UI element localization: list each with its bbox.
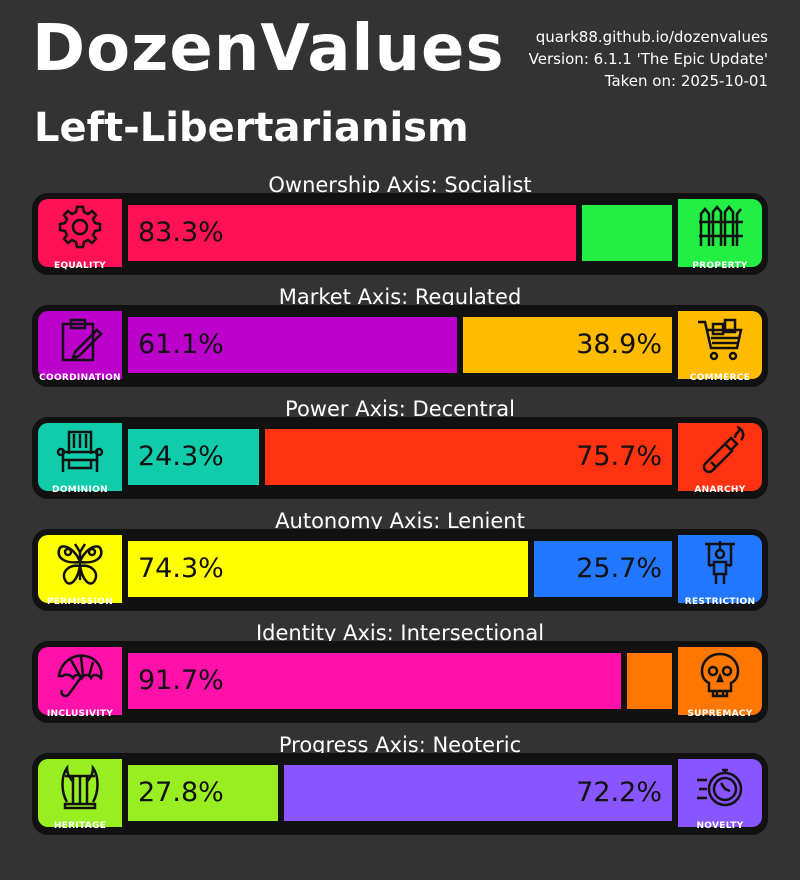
umbrella-icon (38, 647, 122, 715)
bar-right: 72.2% (284, 765, 672, 821)
bar-right (582, 205, 672, 261)
bar-right-value: 72.2% (576, 777, 662, 808)
bar-right-value (662, 217, 672, 248)
bar-left: 83.3% (128, 205, 576, 261)
right-pole-label: SUPREMACY (687, 709, 753, 719)
molotov-icon (678, 423, 762, 491)
axis-row: Ownership Axis: Socialist EQUALITY PROPERT… (0, 168, 800, 280)
axis-row: Market Axis: Regulated COORDINATION COMMER… (0, 280, 800, 392)
bar-track: 91.7% (128, 653, 672, 709)
throne-icon (38, 423, 122, 491)
bar-left: 27.8% (128, 765, 278, 821)
axis-frame: INCLUSIVITY SUPREMACY 91.7% (32, 641, 768, 723)
right-pole-label: COMMERCE (689, 373, 751, 383)
stopwatch-icon (678, 759, 762, 827)
right-pole-label: RESTRICTION (684, 597, 756, 607)
bar-track: 24.3% 75.7% (128, 429, 672, 485)
ideology-result: Left-Libertarianism (34, 105, 469, 151)
bar-left-value: 61.1% (138, 329, 224, 360)
bar-right-value: 25.7% (576, 553, 662, 584)
bar-track: 27.8% 72.2% (128, 765, 672, 821)
bar-left-value: 83.3% (138, 217, 224, 248)
bar-track: 83.3% (128, 205, 672, 261)
right-pole-label: PROPERTY (692, 261, 748, 271)
bar-left: 74.3% (128, 541, 528, 597)
version-text: Version: 6.1.1 'The Epic Update' (528, 50, 768, 68)
bar-right-value (662, 665, 672, 696)
axis-frame: COORDINATION COMMERCE 61.1% 38.9% (32, 305, 768, 387)
bar-track: 61.1% 38.9% (128, 317, 672, 373)
skull-icon (678, 647, 762, 715)
bar-right: 38.9% (463, 317, 672, 373)
left-pole-label: COORDINATION (39, 373, 121, 383)
clipboard-icon (38, 311, 122, 379)
cart-icon (678, 311, 762, 379)
bar-left: 24.3% (128, 429, 259, 485)
bar-right: 75.7% (265, 429, 672, 485)
axis-frame: EQUALITY PROPERTY 83.3% (32, 193, 768, 275)
axis-frame: DOMINION ANARCHY 24.3% 75.7% (32, 417, 768, 499)
bar-left-value: 74.3% (138, 553, 224, 584)
site-url: quark88.github.io/dozenvalues (535, 28, 768, 46)
puppet-icon (678, 535, 762, 603)
fence-icon (678, 199, 762, 267)
left-pole-label: PERMISSION (46, 597, 114, 607)
bar-left-value: 27.8% (138, 777, 224, 808)
bar-right-value: 75.7% (576, 441, 662, 472)
left-pole-label: HERITAGE (53, 821, 107, 831)
bar-left: 91.7% (128, 653, 621, 709)
gear-icon (38, 199, 122, 267)
right-pole-label: ANARCHY (694, 485, 746, 495)
axis-row: Autonomy Axis: Lenient PERMISSION RESTRICT… (0, 504, 800, 616)
bar-right-value: 38.9% (576, 329, 662, 360)
left-pole-label: EQUALITY (54, 261, 106, 271)
axes-chart: Ownership Axis: Socialist EQUALITY PROPERT… (0, 168, 800, 840)
bar-track: 74.3% 25.7% (128, 541, 672, 597)
left-pole-label: DOMINION (52, 485, 108, 495)
bar-left: 61.1% (128, 317, 457, 373)
meta-info: quark88.github.io/dozenvalues Version: 6… (529, 26, 768, 92)
right-pole-label: NOVELTY (696, 821, 744, 831)
axis-row: Identity Axis: Intersectional INCLUSIVITY… (0, 616, 800, 728)
axis-frame: HERITAGE NOVELTY 27.8% 72.2% (32, 753, 768, 835)
bar-right: 25.7% (534, 541, 672, 597)
axis-row: Progress Axis: Neoteric HERITAGE NOVELTY 27… (0, 728, 800, 840)
left-pole-label: INCLUSIVITY (46, 709, 114, 719)
bar-left-value: 24.3% (138, 441, 224, 472)
butterfly-icon (38, 535, 122, 603)
bar-left-value: 91.7% (138, 665, 224, 696)
lyre-icon (38, 759, 122, 827)
bar-right (627, 653, 672, 709)
page-title: DozenValues (32, 12, 505, 86)
axis-row: Power Axis: Decentral DOMINION ANARCHY 24.3… (0, 392, 800, 504)
taken-on-date: Taken on: 2025-10-01 (604, 72, 768, 90)
axis-frame: PERMISSION RESTRICTION 74.3% 25.7% (32, 529, 768, 611)
